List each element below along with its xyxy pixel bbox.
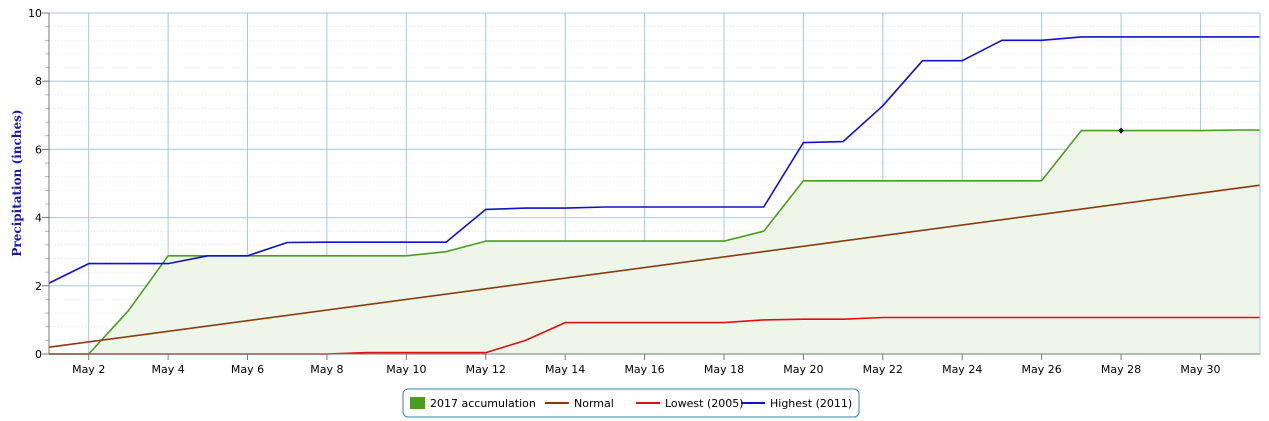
y-tick-label: 10	[28, 7, 42, 20]
x-tick-label: May 20	[783, 363, 823, 376]
area-fill	[49, 130, 1260, 354]
legend-label-3: Highest (2011)	[770, 397, 852, 410]
series-area-0	[49, 130, 1260, 354]
x-tick-label: May 2	[72, 363, 105, 376]
series-line-1	[48, 184, 1261, 348]
x-tick-label: May 18	[704, 363, 744, 376]
x-tick-label: May 4	[151, 363, 184, 376]
series-line-3	[48, 36, 1260, 284]
x-tick-label: May 12	[466, 363, 506, 376]
y-tick-label: 4	[35, 212, 42, 225]
legend-swatch-0	[410, 397, 425, 409]
legend-label-0: 2017 accumulation	[430, 397, 536, 410]
y-tick-label: 0	[35, 348, 42, 361]
series-lines	[48, 36, 1261, 355]
x-tick-label: May 14	[545, 363, 585, 376]
x-tick-label: May 8	[310, 363, 343, 376]
y-tick-label: 8	[35, 75, 42, 88]
x-tick-label: May 26	[1021, 363, 1061, 376]
legend-label-1: Normal	[574, 397, 614, 410]
legend-box	[402, 388, 860, 418]
y-tick-label: 6	[35, 143, 42, 156]
data-point-marker	[1118, 127, 1125, 134]
x-tick-label: May 28	[1101, 363, 1141, 376]
x-tick-label: May 24	[942, 363, 982, 376]
y-axis-label: Precipitation (inches)	[10, 109, 24, 256]
y-tick-label: 2	[35, 280, 42, 293]
series-line-0	[49, 129, 1260, 355]
axes	[42, 12, 1261, 360]
legend: 2017 accumulation Normal Lowest (2005) High…	[402, 388, 860, 418]
x-tick-label: May 10	[386, 363, 426, 376]
x-tick-label: May 22	[863, 363, 903, 376]
x-tick-label: May 16	[624, 363, 664, 376]
x-tick-label: May 30	[1180, 363, 1220, 376]
x-tick-label: May 6	[231, 363, 264, 376]
legend-label-2: Lowest (2005)	[665, 397, 744, 410]
tick-labels: 0 2 4 6 8 10 May 2 May 4 May 6 May 8 May 10 May 12 M…	[28, 7, 1221, 376]
